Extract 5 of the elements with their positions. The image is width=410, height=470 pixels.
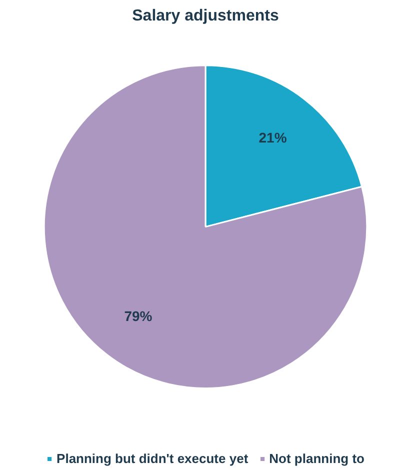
chart-title: Salary adjustments: [132, 8, 279, 24]
data-label: 79%: [124, 308, 153, 324]
legend-label: Not planning to: [269, 451, 364, 466]
legend-label: Planning but didn't execute yet: [56, 451, 248, 466]
data-label: 21%: [258, 130, 288, 146]
